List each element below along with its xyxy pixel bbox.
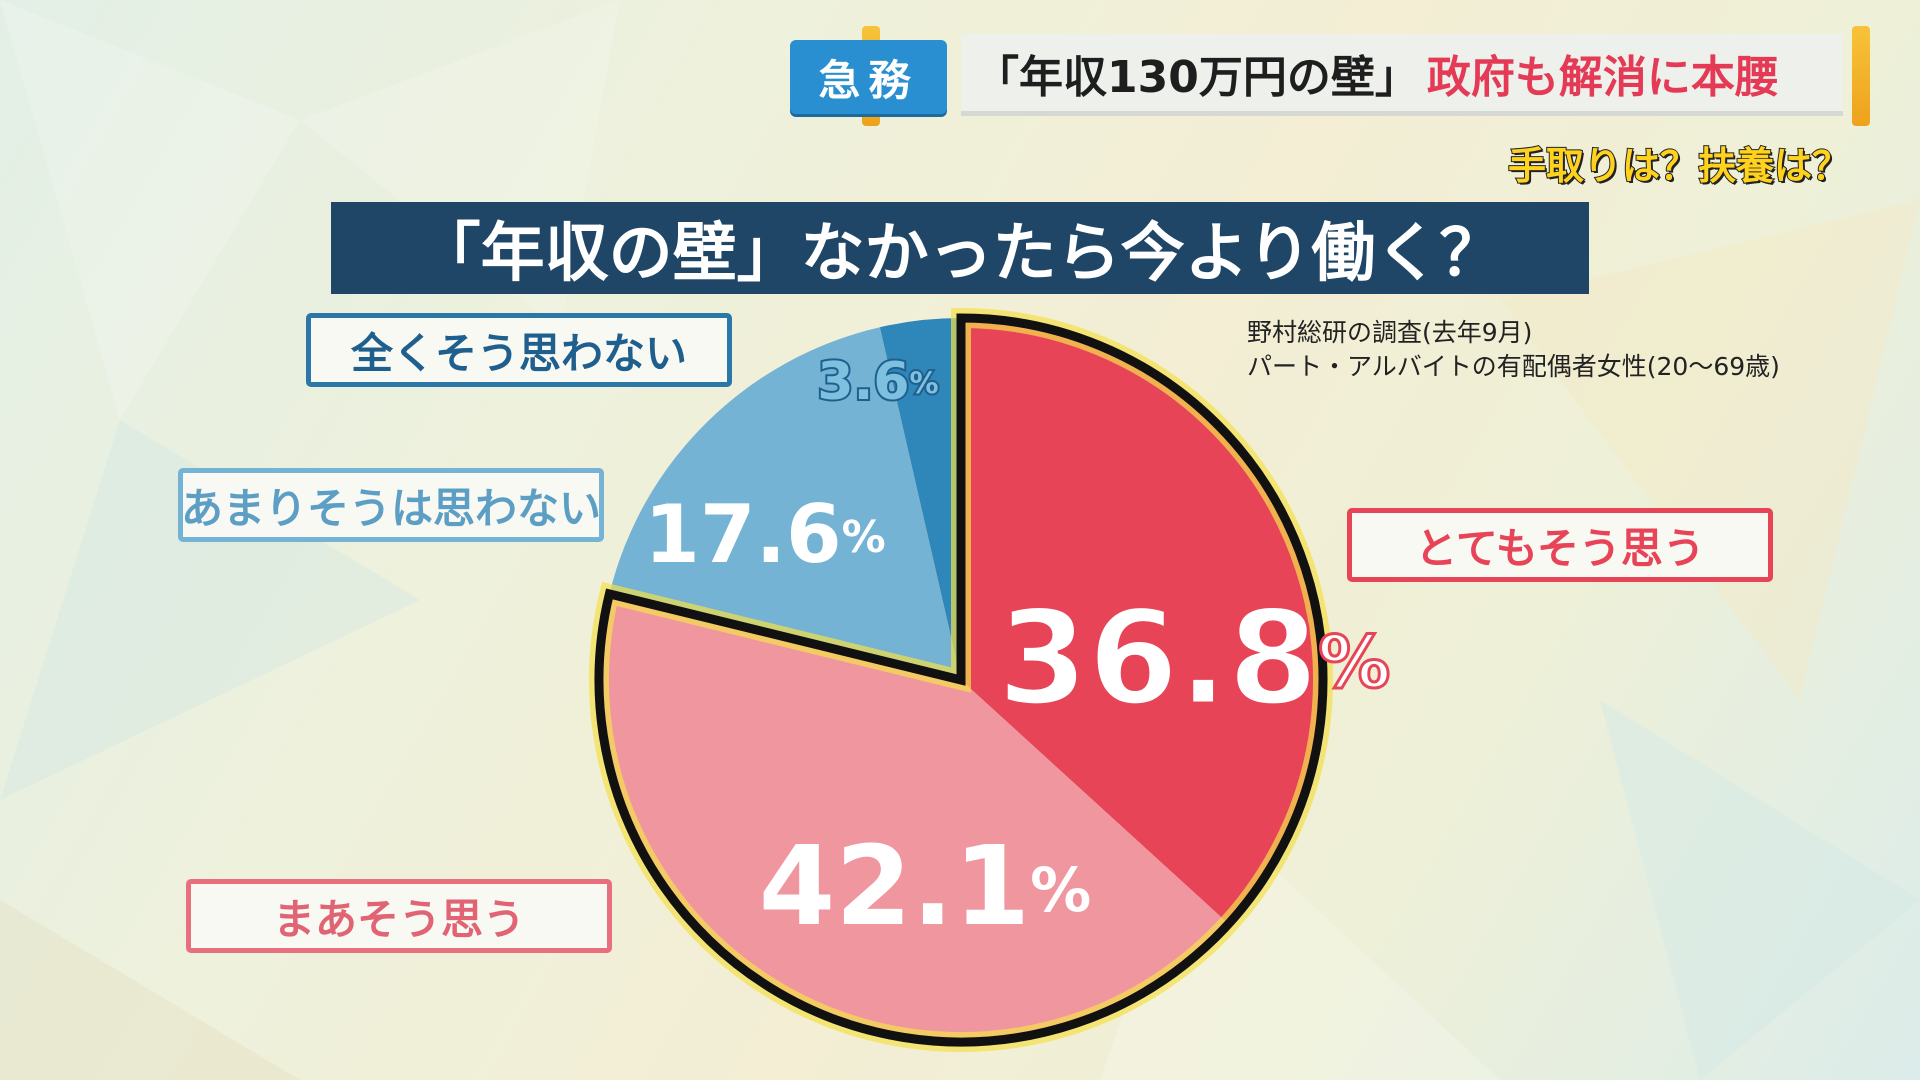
source-line-1: 野村総研の調査(去年9月) — [1247, 318, 1533, 347]
pie-slice-2 — [609, 327, 961, 680]
pie-slice-1 — [598, 593, 1229, 1043]
headline-red: 政府も解消に本腰 — [1426, 51, 1779, 103]
subheadline: 手取りは？扶養は？ — [1507, 143, 1851, 189]
data-label-2: 17.6% — [644, 488, 885, 581]
headline-black: 「年収130万円の壁」 — [975, 51, 1419, 103]
data-label-3: 3.6% — [817, 352, 938, 412]
legend-label-strongly-disagree: 全くそう思わない — [306, 313, 732, 387]
highlight-outline — [594, 313, 1328, 1047]
urgent-tag: 急務 — [790, 40, 947, 114]
data-label-1: 42.1% — [759, 822, 1092, 950]
legend-label-somewhat-disagree: あまりそうは思わない — [178, 468, 604, 542]
headline-banner: 「年収130万円の壁」 政府も解消に本腰 — [961, 34, 1843, 116]
data-label-0: 36.8% — [998, 582, 1391, 734]
banner-accent-right — [1852, 26, 1870, 126]
chart-title: 「年収の壁」なかったら今より働く？ — [331, 202, 1589, 294]
pie-slice-0 — [961, 318, 1324, 924]
source-note: 野村総研の調査(去年9月) パート・アルバイトの有配偶者女性(20〜69歳) — [1247, 316, 1780, 384]
source-line-2: パート・アルバイトの有配偶者女性(20〜69歳) — [1247, 352, 1780, 381]
pie-slice-3 — [879, 318, 961, 680]
legend-label-somewhat-agree: まあそう思う — [186, 879, 612, 953]
legend-label-strongly-agree: とてもそう思う — [1347, 508, 1773, 582]
